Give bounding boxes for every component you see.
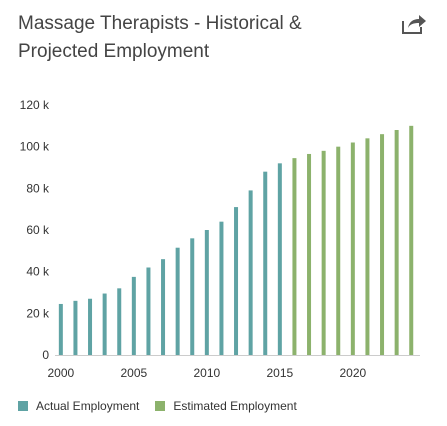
legend-label-estimated: Estimated Employment — [173, 399, 297, 413]
legend-swatch-estimated — [155, 401, 166, 411]
bar-actual[interactable] — [161, 259, 166, 355]
bar-actual[interactable] — [248, 190, 253, 355]
x-axis-labels: 2000 2005 2010 2015 2020 — [47, 366, 366, 380]
bar-actual[interactable] — [219, 221, 224, 355]
legend-label-actual: Actual Employment — [36, 399, 140, 413]
bar-estimated[interactable] — [394, 130, 399, 355]
share-arrow-icon — [402, 15, 426, 34]
y-axis-labels: 0 20 k 40 k 60 k 80 k 100 k 120 k — [20, 98, 50, 362]
bar-estimated[interactable] — [380, 134, 385, 355]
chart-title: Massage Therapists - Historical & Projec… — [18, 13, 302, 62]
y-tick-label: 60 k — [26, 223, 50, 237]
bar-actual[interactable] — [175, 247, 180, 355]
x-tick-label: 2015 — [266, 366, 293, 380]
bar-estimated[interactable] — [336, 146, 341, 355]
y-tick-label: 20 k — [26, 306, 50, 320]
x-tick-label: 2010 — [193, 366, 220, 380]
y-tick-label: 100 k — [20, 140, 50, 154]
bar-estimated[interactable] — [365, 138, 370, 355]
bar-actual[interactable] — [234, 207, 239, 355]
bar-actual[interactable] — [277, 163, 282, 355]
bar-estimated[interactable] — [350, 142, 355, 356]
bar-actual[interactable] — [117, 288, 122, 355]
bar-actual[interactable] — [190, 238, 195, 355]
legend-item-actual[interactable]: Actual Employment — [18, 399, 139, 413]
y-tick-label: 80 k — [26, 181, 50, 195]
x-tick-label: 2020 — [339, 366, 366, 380]
y-tick-label: 0 — [42, 348, 49, 362]
bar-actual[interactable] — [58, 303, 63, 355]
bar-actual[interactable] — [102, 293, 107, 355]
share-button[interactable] — [400, 12, 428, 36]
legend: Actual Employment Estimated Employment — [18, 396, 313, 416]
y-tick-label: 40 k — [26, 265, 50, 279]
bar-actual[interactable] — [73, 300, 78, 355]
legend-item-estimated[interactable]: Estimated Employment — [155, 399, 297, 413]
bar-actual[interactable] — [88, 298, 93, 355]
bar-actual[interactable] — [204, 230, 209, 355]
bars — [58, 125, 414, 356]
x-tick-label: 2000 — [47, 366, 74, 380]
bar-estimated[interactable] — [409, 125, 414, 355]
legend-swatch-actual — [18, 401, 28, 411]
bar-actual[interactable] — [263, 171, 268, 355]
bar-chart: 0 20 k 40 k 60 k 80 k 100 k 120 k 2000 2005 2010… — [20, 98, 420, 380]
bar-actual[interactable] — [131, 276, 136, 356]
bar-estimated[interactable] — [321, 150, 326, 355]
y-tick-label: 120 k — [20, 98, 50, 112]
bar-estimated[interactable] — [307, 153, 312, 355]
x-tick-label: 2005 — [120, 366, 147, 380]
bar-actual[interactable] — [146, 267, 151, 356]
bar-estimated[interactable] — [292, 158, 297, 356]
